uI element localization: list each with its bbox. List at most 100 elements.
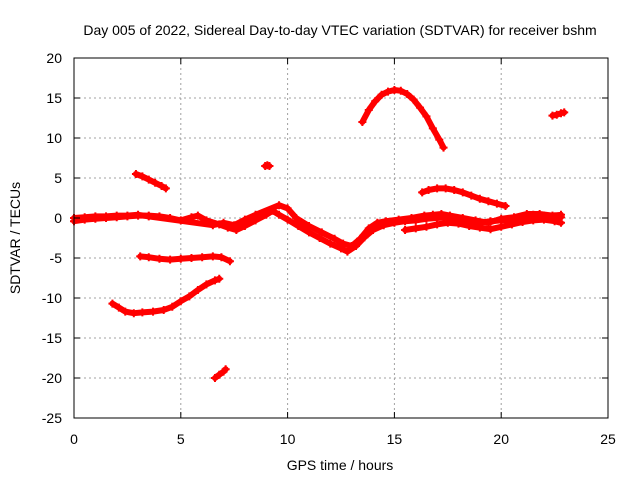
data-point <box>475 194 484 203</box>
data-point <box>198 253 207 262</box>
data-point <box>108 299 117 308</box>
data-point <box>497 214 506 223</box>
data-point <box>112 211 121 220</box>
data-point <box>208 221 217 230</box>
data-point <box>450 186 459 194</box>
data-point <box>210 374 219 382</box>
data-point <box>560 108 569 117</box>
data-point <box>159 306 168 314</box>
data-point <box>304 222 313 230</box>
data-point <box>539 215 548 224</box>
data-point <box>136 252 145 261</box>
data-point <box>486 225 495 234</box>
data-point <box>221 365 230 374</box>
data-point <box>428 124 437 133</box>
data-series <box>70 86 569 382</box>
data-point <box>265 162 274 170</box>
data-point <box>215 370 224 379</box>
data-point <box>377 90 386 99</box>
data-point <box>550 217 559 226</box>
x-tick-label: 20 <box>493 431 509 447</box>
series-trace <box>137 253 233 265</box>
data-point <box>383 87 392 96</box>
data-point <box>315 234 324 242</box>
data-point <box>364 224 373 233</box>
data-point <box>510 213 519 222</box>
data-point <box>467 191 476 200</box>
series-segment-3-to-4 <box>418 184 510 210</box>
data-point <box>557 218 566 227</box>
data-point <box>134 210 143 219</box>
data-point <box>294 222 303 230</box>
x-tick-label: 5 <box>177 431 185 447</box>
data-point <box>424 186 433 194</box>
x-axis-ticks: 0 5 10 15 20 25 <box>70 58 616 447</box>
data-point <box>381 217 390 226</box>
series-segment-5-decline <box>131 170 170 193</box>
data-point <box>403 90 412 98</box>
series-trace <box>71 202 564 249</box>
data-point <box>157 182 166 190</box>
data-point <box>441 184 450 193</box>
data-point <box>458 188 467 197</box>
data-point <box>121 307 130 316</box>
x-tick-label: 25 <box>600 431 616 447</box>
data-point <box>401 226 410 234</box>
data-point <box>437 210 446 218</box>
series-trace <box>359 87 447 151</box>
series-band-near-zero-b <box>70 201 566 250</box>
data-point <box>80 213 89 222</box>
y-tick-label: -5 <box>50 250 63 266</box>
series-segment-minus-20 <box>210 365 230 382</box>
data-point <box>356 234 365 243</box>
data-point <box>149 307 158 316</box>
series-band-near-zero-c <box>401 215 566 234</box>
data-point <box>123 211 132 220</box>
data-point <box>161 184 170 193</box>
data-point <box>219 218 228 227</box>
data-point <box>422 112 431 121</box>
y-tick-label: 15 <box>46 90 62 106</box>
y-tick-label: 20 <box>46 50 62 66</box>
data-point <box>347 242 356 250</box>
data-point <box>240 215 249 224</box>
x-axis-label: GPS time / hours <box>287 457 394 473</box>
data-point <box>215 274 224 283</box>
data-point <box>144 212 153 221</box>
data-point <box>144 175 153 184</box>
y-tick-label: -10 <box>42 290 62 306</box>
data-point <box>518 218 527 226</box>
y-tick-label: -20 <box>42 370 62 386</box>
data-point <box>187 254 196 262</box>
data-point <box>394 215 403 224</box>
data-point <box>409 95 418 104</box>
data-point <box>411 224 420 233</box>
data-point <box>454 219 463 228</box>
data-point <box>471 216 480 225</box>
data-point <box>193 211 202 220</box>
data-point <box>202 280 211 289</box>
data-point <box>416 103 425 112</box>
data-point <box>522 210 531 218</box>
data-point <box>176 254 185 263</box>
data-point <box>193 286 202 294</box>
data-point <box>275 210 284 219</box>
data-point <box>283 215 292 224</box>
data-point <box>484 197 493 206</box>
y-tick-label: -25 <box>42 410 62 426</box>
data-point <box>102 212 111 221</box>
series-segment-minus-5 <box>136 252 234 266</box>
data-point <box>465 222 474 230</box>
y-tick-label: 10 <box>46 130 62 146</box>
data-point <box>283 204 292 213</box>
data-point <box>166 255 175 264</box>
chart-title: Day 005 of 2022, Sidereal Day-to-day VTE… <box>83 22 596 38</box>
data-point <box>445 211 454 220</box>
data-point <box>501 202 510 210</box>
grid <box>74 58 608 418</box>
data-point <box>433 220 442 229</box>
data-point <box>208 252 217 261</box>
data-point <box>343 247 352 256</box>
data-point <box>358 118 367 126</box>
